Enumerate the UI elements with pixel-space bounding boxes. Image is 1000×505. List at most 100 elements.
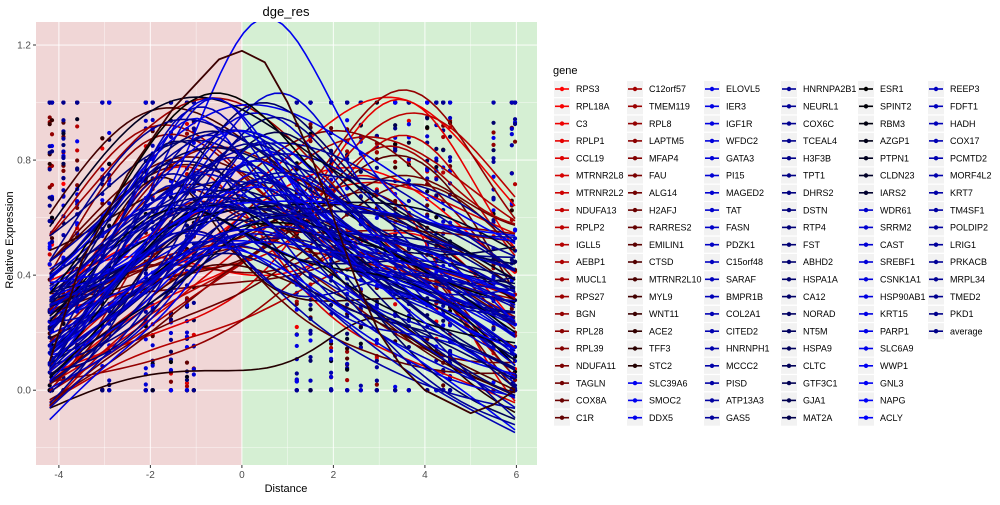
legend-key-point <box>786 104 792 109</box>
data-point <box>61 176 66 181</box>
legend-key-point <box>863 207 869 213</box>
data-point <box>491 197 496 202</box>
data-point <box>374 382 379 387</box>
data-point <box>47 100 52 105</box>
legend-item: SLC6A9 <box>858 340 914 357</box>
data-point <box>374 378 379 383</box>
legend-label: REEP3 <box>950 84 980 94</box>
legend-label: ACLY <box>880 413 903 423</box>
legend-key-point <box>709 363 715 368</box>
legend-label: average <box>950 326 983 336</box>
legend-item: POLDIP2 <box>928 219 988 236</box>
legend-label: NORAD <box>803 309 836 319</box>
data-point <box>143 100 148 105</box>
data-point <box>61 161 66 166</box>
legend-label: CITED2 <box>726 326 758 336</box>
legend-item: C3 <box>554 115 588 132</box>
data-point <box>61 181 66 186</box>
legend-key-point <box>632 173 638 178</box>
series-line-ddx5 <box>49 103 516 282</box>
legend-label: HNRNPA2B1 <box>803 84 856 94</box>
data-point <box>191 372 196 377</box>
legend-label: HSPA1A <box>803 275 838 285</box>
legend-key-point <box>559 242 565 247</box>
data-point <box>441 318 446 323</box>
legend-key-point <box>786 398 792 403</box>
legend-item: FASN <box>704 219 750 236</box>
data-point <box>294 332 299 337</box>
legend-label: TM4SF1 <box>950 205 985 215</box>
legend-key-point <box>632 86 638 92</box>
legend-item: MCCC2 <box>704 357 758 374</box>
legend-item: DDX5 <box>627 409 673 426</box>
legend-label: SPINT2 <box>880 102 912 112</box>
data-point <box>75 100 80 105</box>
data-point <box>358 169 363 174</box>
legend-label: BGN <box>576 309 596 319</box>
legend-label: C15orf48 <box>726 257 763 267</box>
legend-key-point <box>709 138 715 144</box>
data-point <box>168 317 174 322</box>
legend-label: RPL18A <box>576 102 610 112</box>
legend-label: GNL3 <box>880 378 904 388</box>
data-point <box>434 146 439 152</box>
legend-key-point <box>933 138 939 144</box>
data-point <box>434 100 439 105</box>
y-tick-label: 0.4 <box>17 271 31 282</box>
data-point <box>107 378 112 383</box>
legend-item: WWP1 <box>858 357 908 374</box>
data-point <box>100 388 105 393</box>
data-point <box>61 232 66 238</box>
legend-label: MAT2A <box>803 413 832 423</box>
data-point <box>374 365 379 370</box>
data-point <box>329 338 334 344</box>
legend-item: NEURL1 <box>781 98 839 115</box>
legend-item: SPINT2 <box>858 98 912 115</box>
data-point <box>329 356 334 361</box>
data-point <box>374 388 379 393</box>
data-point <box>49 118 55 123</box>
series-line-ptpn1 <box>49 96 516 281</box>
legend-label: ALG14 <box>649 188 677 198</box>
legend-item: KRT15 <box>858 305 908 322</box>
legend-label: PRKACB <box>950 257 987 267</box>
legend-label: MUCL1 <box>576 275 607 285</box>
legend-label: TCEAL4 <box>803 136 837 146</box>
legend-item: RPL28 <box>554 323 604 340</box>
x-tick-label: 2 <box>331 470 337 481</box>
data-point <box>345 331 350 336</box>
legend-item: NORAD <box>781 305 836 322</box>
legend-key-point <box>709 225 715 230</box>
data-point <box>509 306 514 312</box>
legend-item: PDZK1 <box>704 236 755 253</box>
data-point <box>393 123 398 128</box>
legend-item: NAPG <box>858 392 906 409</box>
legend-label: FAU <box>649 171 667 181</box>
legend-label: NEURL1 <box>803 102 839 112</box>
legend-label: GAS5 <box>726 413 750 423</box>
data-point <box>393 148 398 153</box>
legend-key-point <box>786 277 792 282</box>
data-point <box>100 198 105 203</box>
legend-key-point <box>632 156 638 161</box>
data-point <box>308 302 313 307</box>
data-point <box>184 360 190 365</box>
data-point <box>168 359 174 365</box>
y-tick-label: 1.2 <box>17 41 31 52</box>
data-point <box>143 382 148 387</box>
data-point <box>184 387 190 393</box>
legend-key-point <box>786 380 792 386</box>
data-point <box>509 257 514 262</box>
legend-label: DHRS2 <box>803 188 834 198</box>
legend-key-point <box>863 225 869 230</box>
y-tick-label: 0.8 <box>17 156 31 167</box>
data-point <box>47 195 52 200</box>
legend-item: CLTC <box>781 357 826 374</box>
legend-key-point <box>786 121 792 126</box>
series-line-krt15 <box>49 129 516 335</box>
legend-label: SARAF <box>726 275 757 285</box>
legend-label: ACE2 <box>649 326 673 336</box>
data-point <box>491 326 496 331</box>
series-line-acly <box>49 200 516 357</box>
data-point <box>441 134 446 140</box>
